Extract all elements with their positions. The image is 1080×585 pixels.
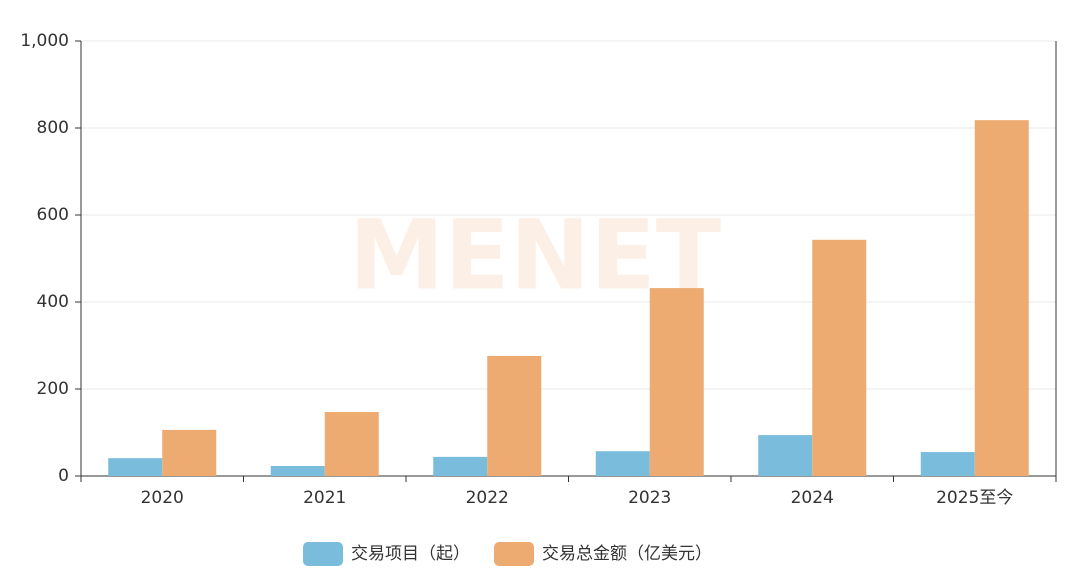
- y-tick-label: 800: [37, 118, 69, 138]
- legend-label: 交易项目（起）: [351, 544, 470, 564]
- bar: [920, 452, 975, 476]
- x-tick-label: 2023: [628, 488, 671, 508]
- bar: [433, 456, 488, 476]
- bar: [324, 412, 379, 476]
- x-tick-label: 2020: [141, 488, 184, 508]
- y-tick-label: 200: [37, 379, 69, 399]
- y-tick-label: 0: [58, 466, 69, 486]
- bar: [108, 458, 163, 476]
- y-tick-label: 600: [37, 205, 69, 225]
- bar: [270, 465, 325, 476]
- bar: [974, 120, 1029, 477]
- y-tick-label: 1,000: [20, 31, 69, 51]
- x-tick-label: 2024: [791, 488, 834, 508]
- bar: [812, 239, 867, 476]
- x-tick-label: 2025至今: [936, 488, 1013, 508]
- y-tick-label: 400: [37, 292, 69, 312]
- bar: [595, 451, 650, 476]
- bar: [487, 355, 542, 476]
- legend-swatch: [303, 542, 343, 566]
- legend-swatch: [494, 542, 534, 566]
- bar: [758, 435, 813, 476]
- bar: [649, 288, 704, 476]
- bar: [162, 429, 217, 476]
- x-tick-label: 2022: [466, 488, 509, 508]
- legend-label: 交易总金额（亿美元）: [542, 544, 712, 564]
- x-tick-label: 2021: [303, 488, 346, 508]
